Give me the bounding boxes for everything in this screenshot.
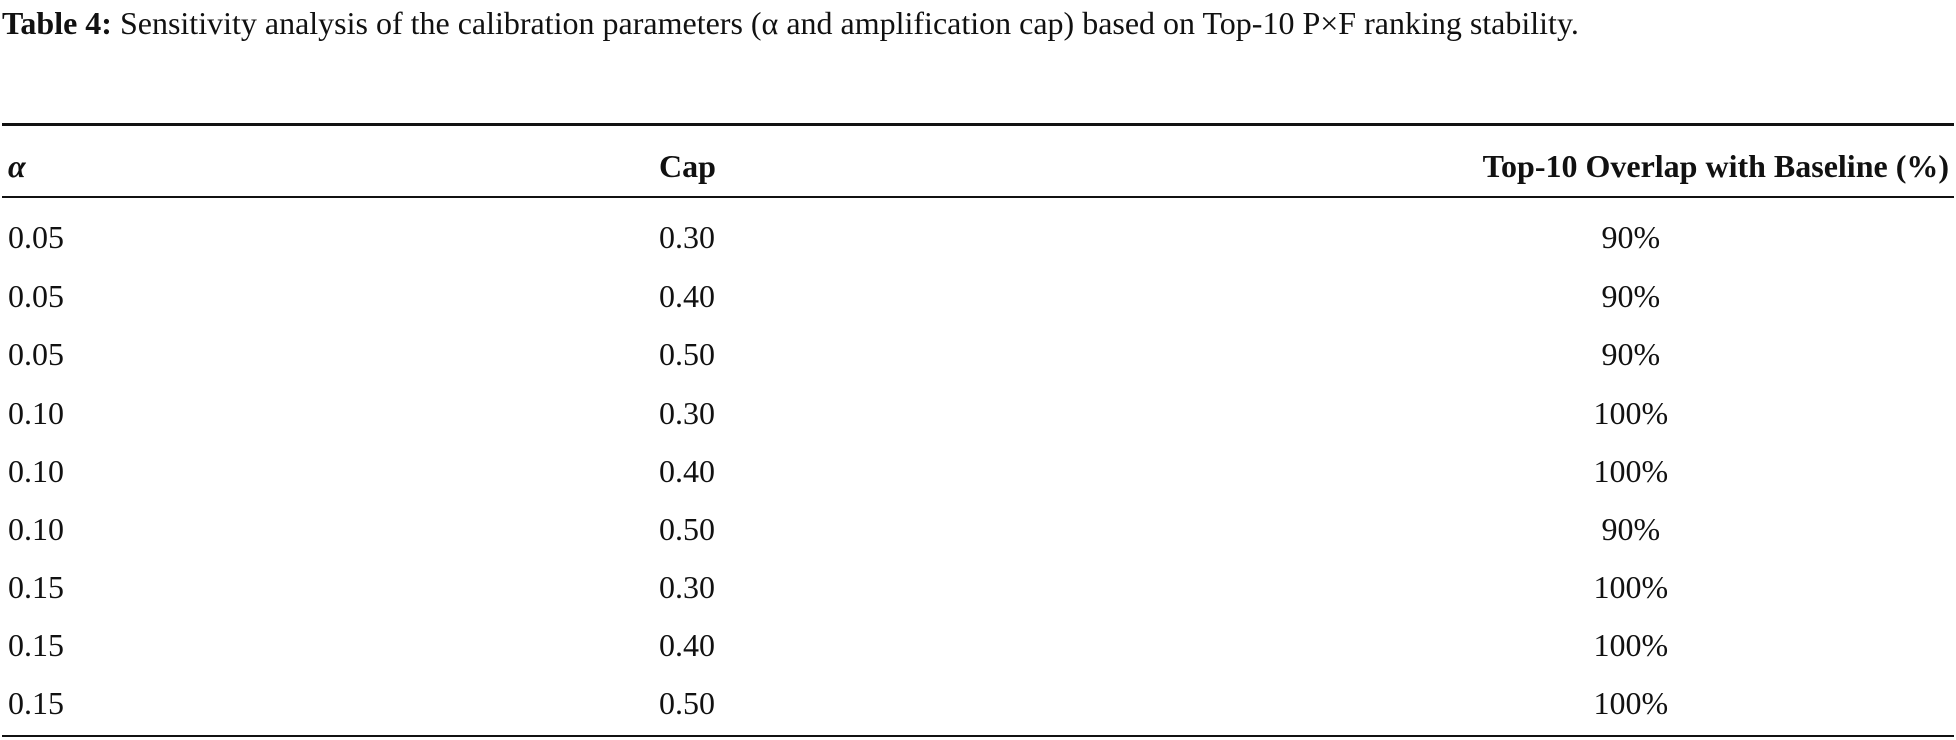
table-cell: 0.50: [659, 336, 715, 372]
table-cell: 0.05: [8, 336, 64, 372]
table-cell: 100%: [1593, 685, 1669, 721]
table-cell: 90%: [1601, 511, 1661, 547]
header-rule: [2, 196, 1954, 198]
table-cell: 100%: [1593, 395, 1669, 431]
caption-text: Sensitivity analysis of the calibration …: [119, 5, 1579, 41]
table-cell: 100%: [1593, 453, 1669, 489]
column-header: α: [8, 148, 26, 184]
table-cell: 0.10: [8, 453, 64, 489]
table-cell: 90%: [1601, 336, 1661, 372]
table-cell: 0.15: [8, 627, 64, 663]
table-caption: Table 4: Sensitivity analysis of the cal…: [2, 2, 1952, 44]
table-cell: 0.30: [659, 395, 715, 431]
table-cell: 0.05: [8, 278, 64, 314]
table-cell: 0.50: [659, 511, 715, 547]
table-cell: 0.15: [8, 569, 64, 605]
table-cell: 0.40: [659, 453, 715, 489]
table-cell: 0.40: [659, 627, 715, 663]
table-cell: 0.10: [8, 511, 64, 547]
table-cell: 0.30: [659, 219, 715, 255]
table-cell: 0.30: [659, 569, 715, 605]
table-cell: 100%: [1593, 627, 1669, 663]
column-header: Top-10 Overlap with Baseline (%): [1482, 148, 1949, 184]
table-cell: 100%: [1593, 569, 1669, 605]
table-cell: 0.40: [659, 278, 715, 314]
caption-label: Table 4:: [2, 5, 112, 41]
table-cell: 90%: [1601, 278, 1661, 314]
table-cell: 0.10: [8, 395, 64, 431]
table-cell: 0.15: [8, 685, 64, 721]
table-cell: 90%: [1601, 219, 1661, 255]
bottom-rule: [2, 735, 1954, 737]
table-cell: 0.50: [659, 685, 715, 721]
top-rule: [2, 123, 1954, 126]
column-header: Cap: [659, 148, 716, 184]
table-cell: 0.05: [8, 219, 64, 255]
